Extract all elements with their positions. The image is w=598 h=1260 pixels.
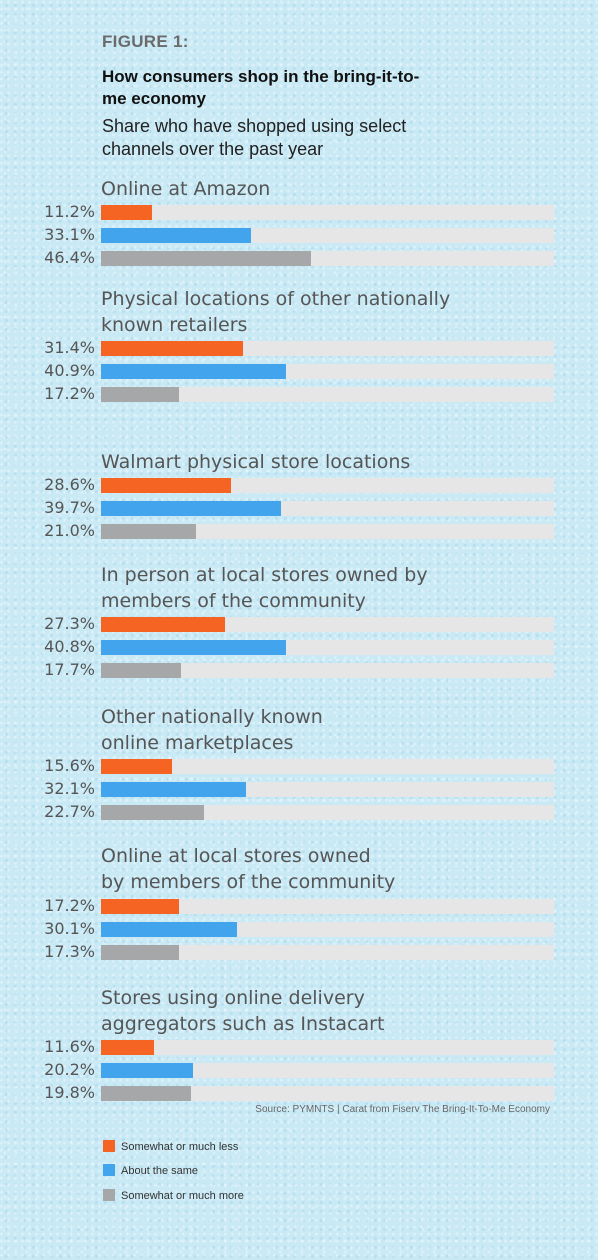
bar-value-label: 39.7% [44, 498, 95, 517]
group-title-line: Other nationally known [101, 706, 323, 728]
bar-track [101, 524, 554, 539]
bar [101, 1040, 154, 1055]
bar-value-label: 17.2% [44, 384, 95, 403]
bar-value-label: 11.6% [44, 1037, 95, 1056]
bar [101, 899, 179, 914]
legend-label: Somewhat or much less [121, 1141, 239, 1153]
bar [101, 805, 204, 820]
bar [101, 501, 281, 516]
bar-track [101, 478, 554, 493]
bar-track [101, 922, 554, 937]
bar-value-label: 30.1% [44, 919, 95, 938]
bar [101, 205, 152, 220]
chart-subtitle: Share who have shopped using select chan… [102, 116, 407, 159]
bar [101, 945, 180, 960]
group-title-line: Online at local stores owned [101, 845, 371, 867]
group-title-line: members of the community [101, 590, 366, 612]
bar-track [101, 364, 554, 379]
legend-swatch [103, 1164, 115, 1176]
bar [101, 922, 238, 937]
legend-swatch [103, 1140, 115, 1152]
group-title: In person at local stores owned by member… [101, 562, 551, 614]
bar [101, 478, 231, 493]
group-title: Online at local stores owned by members o… [101, 843, 551, 895]
bar [101, 341, 244, 356]
chart-title: How consumers shop in the bring-it-to-me… [102, 67, 420, 108]
bar [101, 524, 197, 539]
bar-track [101, 1086, 554, 1101]
bar [101, 617, 225, 632]
legend-swatch [103, 1189, 115, 1201]
bar [101, 640, 286, 655]
group-title-line: Walmart physical store locations [101, 451, 411, 473]
group-title-line: known retailers [101, 314, 248, 336]
bar-track [101, 341, 554, 356]
bar [101, 387, 179, 402]
bar-track [101, 617, 554, 632]
bar-track [101, 387, 554, 402]
bar [101, 782, 247, 797]
legend-label: Somewhat or much more [121, 1190, 244, 1202]
bar-track [101, 759, 554, 774]
bar [101, 1086, 191, 1101]
group-title-line: by members of the community [101, 871, 396, 893]
bar-value-label: 17.7% [44, 660, 95, 679]
bar-value-label: 28.6% [44, 475, 95, 494]
bar-track [101, 1040, 554, 1055]
bar-value-label: 46.4% [44, 248, 95, 267]
bar-track [101, 228, 554, 243]
bar-value-label: 22.7% [44, 802, 95, 821]
group-title-line: aggregators such as Instacart [101, 1013, 385, 1035]
bar-value-label: 11.2% [44, 202, 95, 221]
group-title-line: Online at Amazon [101, 178, 271, 200]
bar-value-label: 19.8% [44, 1083, 95, 1102]
bar-value-label: 27.3% [44, 614, 95, 633]
bar-track [101, 663, 554, 678]
bar-track [101, 782, 554, 797]
group-title-line: online marketplaces [101, 732, 294, 754]
bar-value-label: 15.6% [44, 756, 95, 775]
group-title: Walmart physical store locations [101, 449, 551, 475]
bar-track [101, 640, 554, 655]
group-title: Online at Amazon [101, 176, 551, 202]
source-note: Source: PYMNTS | Carat from Fiserv The B… [255, 1104, 550, 1115]
bar [101, 663, 182, 678]
bar [101, 759, 172, 774]
bar-value-label: 17.3% [44, 942, 95, 961]
bar-value-label: 20.2% [44, 1060, 95, 1079]
group-title-line: Stores using online delivery [101, 987, 365, 1009]
bar-value-label: 31.4% [44, 338, 95, 357]
bar-value-label: 40.8% [44, 637, 95, 656]
bar-track [101, 805, 554, 820]
figure-label: FIGURE 1: [102, 32, 189, 51]
bar-track [101, 251, 554, 266]
bar-value-label: 40.9% [44, 361, 95, 380]
group-title: Other nationally known online marketplace… [101, 704, 551, 756]
bar-value-label: 21.0% [44, 521, 95, 540]
bar-value-label: 17.2% [44, 896, 95, 915]
group-title: Physical locations of other nationally kn… [101, 286, 551, 338]
bar [101, 228, 251, 243]
bar-value-label: 32.1% [44, 779, 95, 798]
bar-track [101, 1063, 554, 1078]
group-title-line: In person at local stores owned by [101, 564, 428, 586]
bar-value-label: 33.1% [44, 225, 95, 244]
bar [101, 251, 312, 266]
bar-track [101, 899, 554, 914]
bar-track [101, 945, 554, 960]
bar-track [101, 205, 554, 220]
legend-label: About the same [121, 1165, 199, 1177]
group-title: Stores using online delivery aggregators … [101, 985, 551, 1037]
bar [101, 1063, 193, 1078]
group-title-line: Physical locations of other nationally [101, 288, 451, 310]
bar-track [101, 501, 554, 516]
bar [101, 364, 287, 379]
